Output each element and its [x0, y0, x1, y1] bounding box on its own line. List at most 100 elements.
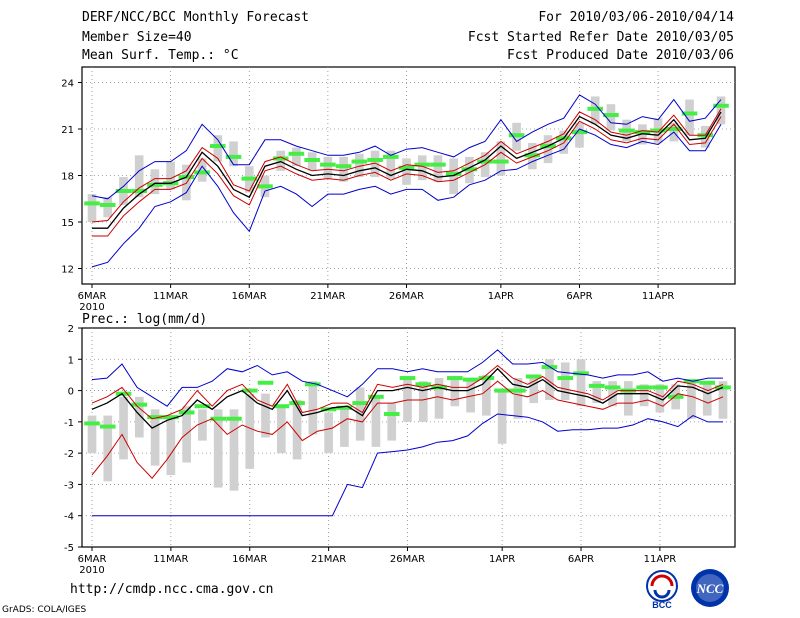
prec-spread-box — [639, 384, 649, 407]
ncc-logo-text: NCC — [696, 581, 724, 596]
temp-median-mark — [666, 127, 682, 131]
prec-xtick-label: 11MAR — [153, 554, 188, 565]
prec-median-mark — [557, 376, 574, 381]
temp-ytick-label: 15 — [61, 218, 74, 229]
temp-median-mark — [84, 201, 100, 206]
prec-line-upper — [91, 364, 724, 420]
temp-median-mark — [241, 176, 258, 181]
temp-median-mark — [131, 189, 147, 193]
prec-median-mark — [383, 412, 400, 417]
temp-spread-box — [166, 161, 175, 190]
prec-ytick-label: 1 — [68, 355, 74, 366]
prec-median-mark — [399, 376, 416, 381]
temp-xtick-sublabel: 2010 — [79, 302, 104, 313]
temp-median-mark — [713, 103, 729, 108]
temp-xtick-label: 26MAR — [389, 291, 424, 302]
prec-xtick-label: 16MAR — [232, 554, 267, 565]
prec-median-mark — [588, 383, 605, 388]
prec-spread-box — [371, 396, 381, 447]
prec-spread-box — [434, 378, 444, 419]
prec-median-mark — [226, 416, 242, 421]
temp-spread-box — [638, 124, 647, 145]
temp-ytick-label: 21 — [61, 125, 74, 136]
prec-ytick-label: 0 — [68, 387, 74, 398]
ncc-logo: NCC — [691, 569, 729, 607]
prec-spread-box — [134, 396, 144, 438]
prec-median-mark — [115, 391, 132, 396]
prec-spread-box — [513, 378, 523, 419]
temp-spread-box — [606, 104, 616, 131]
prec-ytick-label: -5 — [64, 543, 74, 554]
prec-spread-box — [103, 415, 113, 482]
prec-spread-box — [545, 359, 554, 400]
prec-spread-box — [150, 409, 160, 466]
temp-median-mark — [445, 171, 462, 176]
temp-median-mark — [272, 156, 289, 161]
temp-spread-box — [229, 141, 238, 167]
prec-spread-box — [576, 359, 586, 407]
prec-spread-box — [213, 409, 223, 488]
temp-spread-box — [276, 150, 286, 171]
prec-spread-box — [87, 415, 97, 454]
temp-median-mark — [335, 164, 352, 169]
temp-spread-box — [134, 155, 144, 198]
produced-date: Fcst Produced Date 2010/03/06 — [507, 48, 734, 63]
temp-xtick-label: 11MAR — [153, 291, 188, 302]
temp-spread-box — [433, 155, 443, 182]
temp-median-mark — [288, 151, 305, 156]
temp-spread-box — [103, 197, 113, 218]
prec-spread-box — [497, 390, 507, 444]
prec-ytick-label: -1 — [64, 418, 74, 429]
prec-median-mark — [510, 388, 526, 393]
prec-ytick-label: -3 — [64, 480, 74, 491]
bcc-logo: BCC — [646, 570, 678, 610]
prec-xtick-sublabel: 2010 — [79, 565, 104, 576]
prec-median-mark — [415, 382, 432, 387]
prec-median-mark — [462, 377, 479, 382]
prec-median-mark — [210, 416, 227, 421]
temp-spread-box — [213, 135, 223, 162]
prec-spread-box — [687, 381, 696, 419]
prec-median-mark — [604, 385, 621, 390]
temp-spread-box — [87, 194, 97, 222]
prec-median-mark — [241, 388, 258, 393]
prec-line-max — [91, 349, 723, 407]
temp-spread-box — [323, 156, 333, 179]
prec-median-mark — [273, 404, 290, 409]
temp-median-mark — [571, 130, 588, 135]
temp-median-mark — [257, 184, 273, 189]
prec-spread-box — [466, 381, 475, 413]
prec-median-mark — [84, 421, 100, 426]
temp-ytick-label: 12 — [61, 265, 74, 276]
prec-median-mark — [163, 415, 179, 420]
source-url[interactable]: http://cmdp.ncc.cma.gov.cn — [70, 582, 274, 597]
temp-line-min — [91, 124, 722, 268]
temp-median-mark — [650, 128, 666, 133]
member-size: Member Size=40 — [82, 30, 192, 45]
prec-median-mark — [368, 394, 384, 399]
prec-median-mark — [494, 388, 510, 393]
prec-median-mark — [257, 380, 274, 385]
temp-ytick-label: 24 — [61, 79, 74, 90]
temp-spread-box — [417, 155, 427, 181]
prec-xtick-label: 11APR — [644, 554, 677, 565]
temp-xtick-label: 6APR — [566, 291, 592, 302]
prec-median-mark — [352, 401, 368, 406]
prec-spread-box — [450, 378, 460, 407]
grads-credit: GrADS: COLA/IGES — [2, 605, 87, 615]
temp-median-mark — [430, 162, 446, 167]
prec-xtick-label: 6APR — [568, 554, 594, 565]
temp-median-mark — [524, 153, 541, 158]
temp-median-mark — [634, 130, 651, 135]
refer-date: Fcst Started Refer Date 2010/03/05 — [467, 30, 734, 45]
prec-median-mark — [447, 376, 463, 381]
prec-line-min — [92, 413, 723, 517]
prec-spread-box — [418, 381, 428, 422]
prec-spread-box — [529, 378, 539, 404]
prec-median-mark — [525, 374, 542, 379]
temp-median-mark — [351, 159, 368, 164]
prec-median-mark — [652, 385, 668, 390]
temp-median-mark — [320, 162, 336, 167]
